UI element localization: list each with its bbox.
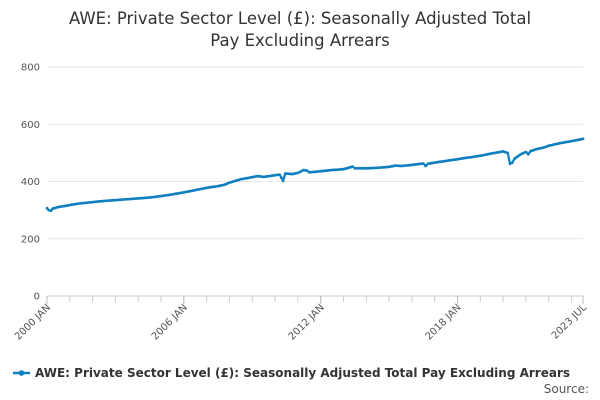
x-tick-label: 2006 JAN bbox=[150, 302, 190, 342]
data-point bbox=[276, 173, 279, 177]
y-tick-label: 200 bbox=[21, 234, 40, 245]
data-point bbox=[396, 164, 400, 168]
data-point bbox=[524, 150, 528, 154]
data-point bbox=[424, 164, 427, 168]
chart-title-line-1: AWE: Private Sector Level (£): Seasonall… bbox=[69, 9, 531, 28]
x-tick-label: 2000 JAN bbox=[13, 302, 53, 342]
legend-label: AWE: Private Sector Level (£): Seasonall… bbox=[35, 366, 570, 380]
data-point bbox=[47, 208, 51, 212]
plot-area bbox=[45, 137, 585, 213]
x-axis: 2000 JAN 2006 JAN 2012 JAN 2018 JAN 2023 JUL bbox=[13, 296, 589, 342]
x-tick-label: 2023 JUL bbox=[550, 302, 590, 342]
data-point bbox=[506, 151, 510, 155]
data-point bbox=[501, 150, 505, 153]
data-point bbox=[510, 161, 514, 165]
data-point bbox=[508, 162, 512, 166]
data-point bbox=[522, 151, 526, 155]
gridlines bbox=[47, 66, 583, 297]
data-point bbox=[45, 206, 49, 210]
legend-swatch-marker bbox=[18, 370, 25, 376]
y-tick-label: 400 bbox=[21, 177, 40, 188]
source-label: Source: bbox=[544, 382, 589, 396]
x-tick-label: 2012 JAN bbox=[287, 302, 327, 342]
data-point bbox=[504, 150, 507, 154]
data-point bbox=[526, 152, 530, 156]
y-tick-label: 0 bbox=[34, 292, 40, 303]
x-tick-label: 2018 JAN bbox=[424, 302, 464, 342]
data-point bbox=[394, 164, 398, 167]
data-point bbox=[305, 169, 309, 173]
y-tick-label: 600 bbox=[21, 120, 40, 131]
legend: AWE: Private Sector Level (£): Seasonall… bbox=[13, 366, 570, 380]
data-point bbox=[273, 173, 277, 177]
data-point bbox=[278, 173, 281, 177]
y-axis-ticks: 0 200 400 600 800 bbox=[21, 63, 40, 303]
data-point bbox=[280, 176, 283, 180]
data-point bbox=[351, 165, 354, 169]
data-point bbox=[421, 162, 425, 165]
y-tick-label: 800 bbox=[21, 63, 40, 74]
data-point bbox=[281, 179, 285, 183]
chart-title-line-2: Pay Excluding Arrears bbox=[210, 31, 389, 50]
data-point bbox=[581, 137, 585, 141]
data-point bbox=[49, 209, 53, 213]
